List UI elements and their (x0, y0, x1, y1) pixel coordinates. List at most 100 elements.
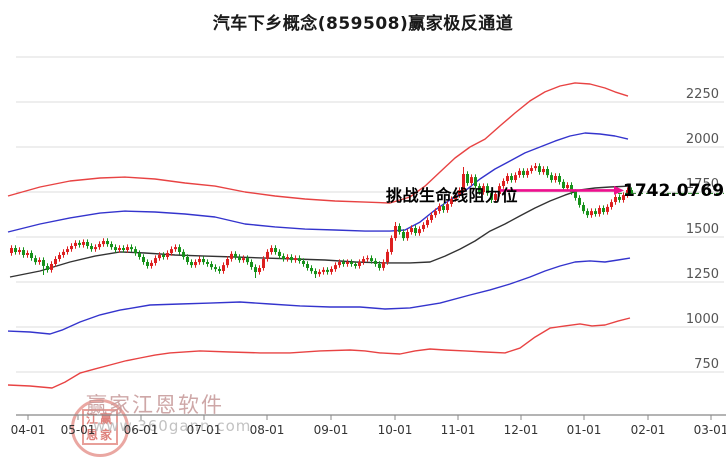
candle-body (82, 242, 85, 245)
x-axis-label: 06-01 (124, 423, 159, 437)
candle-body (394, 226, 397, 239)
candle-body (66, 249, 69, 252)
candle-body (222, 265, 225, 271)
candle-body (138, 253, 141, 257)
candle-body (338, 262, 341, 266)
candle-body (122, 248, 125, 250)
candle-body (166, 253, 169, 257)
candle-body (554, 176, 557, 180)
candle-body (498, 186, 501, 194)
candle-body (602, 208, 605, 212)
candle-body (218, 269, 221, 271)
annotation-arrow-head (614, 185, 624, 195)
candle-body (126, 247, 129, 250)
candle-body (562, 181, 565, 188)
candle-body (362, 259, 365, 263)
candle-body (494, 194, 497, 200)
candle-body (410, 228, 413, 232)
candle-body (214, 267, 217, 270)
candle-body (26, 253, 29, 255)
candle-body (246, 258, 249, 263)
candle-body (526, 170, 529, 175)
candle-body (578, 197, 581, 205)
channel-line-lower_rail_red (7, 317, 631, 389)
candle-body (542, 169, 545, 173)
candle-body (502, 181, 505, 186)
candle-body (386, 251, 389, 262)
x-axis-label: 02-01 (631, 423, 666, 437)
candle-body (342, 262, 345, 264)
candle-body (310, 268, 313, 272)
candle-body (594, 211, 597, 214)
candle-body (402, 232, 405, 239)
y-axis-label: 1750 (686, 177, 719, 192)
candle-body (50, 264, 53, 270)
candle-body (618, 197, 621, 200)
candle-body (70, 246, 73, 250)
candle-body (302, 260, 305, 264)
x-axis-label: 03-01 (694, 423, 726, 437)
candle-body (226, 259, 229, 266)
y-axis-label: 1250 (686, 267, 719, 282)
candle-body (102, 241, 105, 245)
candle-body (238, 257, 241, 261)
candle-body (154, 258, 157, 263)
x-axis-label: 01-01 (567, 423, 602, 437)
watermark-brand-text: 赢家江恩软件 (86, 393, 224, 417)
candle-body (42, 260, 45, 266)
candle-body (330, 269, 333, 272)
candle-body (230, 253, 233, 259)
candle-body (262, 259, 265, 268)
candle-body (518, 170, 521, 175)
candle-body (426, 220, 429, 225)
candle-body (358, 262, 361, 266)
candle-body (546, 169, 549, 176)
candle-body (202, 259, 205, 263)
x-axis-label: 04-01 (11, 423, 46, 437)
target-price-label: 1742.0769 (623, 181, 725, 201)
candle-body (94, 247, 97, 250)
y-axis-label: 1500 (686, 222, 719, 237)
candle-body (590, 211, 593, 216)
candle-body (558, 176, 561, 182)
candle-body (466, 174, 469, 183)
candle-body (450, 199, 453, 204)
candle-body (18, 250, 21, 252)
candle-body (370, 258, 373, 261)
x-axis-label: 12-01 (504, 423, 539, 437)
candle-body (130, 247, 133, 250)
candle-body (62, 251, 65, 255)
candle-body (198, 259, 201, 263)
candle-body (630, 190, 633, 194)
y-axis-label: 1000 (686, 312, 719, 327)
channel-line-upper_rail_red (7, 82, 629, 204)
candle-body (54, 259, 57, 264)
candle-body (282, 256, 285, 259)
candle-body (162, 255, 165, 257)
candle-body (434, 211, 437, 216)
candle-body (438, 206, 441, 211)
candle-body (90, 246, 93, 250)
candle-body (234, 253, 237, 257)
gann-seal-text-row2: 恩家 (85, 428, 114, 442)
candle-body (614, 197, 617, 202)
candle-body (134, 249, 137, 254)
candle-body (510, 176, 513, 180)
candle-body (534, 166, 537, 169)
candle-body (86, 242, 89, 246)
candle-body (306, 264, 309, 268)
candle-body (194, 262, 197, 266)
candle-body (574, 192, 577, 198)
candle-body (58, 255, 61, 259)
candle-body (454, 195, 457, 200)
candle-body (490, 193, 493, 200)
candle-body (478, 186, 481, 192)
candle-body (322, 269, 325, 272)
candle-body (170, 249, 173, 254)
candle-body (422, 224, 425, 229)
x-axis-label: 07-01 (187, 423, 222, 437)
x-axis-label: 09-01 (314, 423, 349, 437)
candle-body (414, 228, 417, 233)
candle-body (270, 248, 273, 252)
